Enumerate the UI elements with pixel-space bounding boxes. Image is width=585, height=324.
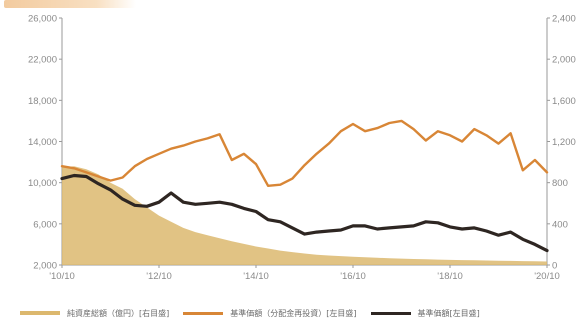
legend-item-nav: 基準価額[左目盛] <box>370 308 480 319</box>
legend-label-nav: 基準価額[左目盛] <box>417 308 480 318</box>
header-ribbon <box>4 0 136 8</box>
x-tick-label: '10/10 <box>49 271 75 282</box>
y-right-tick-label: 1,600 <box>552 96 576 107</box>
legend-swatch-nav-reinvested <box>183 311 224 315</box>
legend-label-nav-reinvested: 基準価額（分配金再投資）[左目盛] <box>230 308 357 318</box>
series-area-net-assets <box>62 166 547 265</box>
legend-item-net-assets: 純資産総額（億円）[右目盛] <box>20 308 169 319</box>
legend-swatch-net-assets <box>20 311 60 315</box>
x-tick-label: '20/10 <box>534 271 560 282</box>
legend: 純資産総額（億円）[右目盛] 基準価額（分配金再投資）[左目盛] 基準価額[左目… <box>20 305 585 321</box>
y-left-tick-label: 18,000 <box>28 96 57 107</box>
x-tick-label: '18/10 <box>437 271 463 282</box>
legend-item-nav-reinvested: 基準価額（分配金再投資）[左目盛] <box>183 308 357 319</box>
series-line-nav-reinvested <box>60 119 549 187</box>
legend-swatch-nav <box>370 311 411 315</box>
y-left-tick-label: 6,000 <box>33 219 57 230</box>
y-right-tick-label: 0 <box>552 261 557 272</box>
x-tick-label: '16/10 <box>340 271 366 282</box>
y-right-tick-label: 2,000 <box>552 55 576 66</box>
y-left-tick-label: 14,000 <box>28 137 57 148</box>
x-tick-label: '12/10 <box>146 271 172 282</box>
y-right-tick-label: 2,400 <box>552 14 576 25</box>
y-right-tick-label: 800 <box>552 178 568 189</box>
y-right-tick-label: 400 <box>552 219 568 230</box>
y-right-tick-label: 1,200 <box>552 137 576 148</box>
y-left-tick-label: 22,000 <box>28 55 57 66</box>
y-left-tick-label: 10,000 <box>28 178 57 189</box>
legend-label-net-assets: 純資産総額（億円）[右目盛] <box>67 308 170 318</box>
y-left-tick-label: 26,000 <box>28 14 57 25</box>
x-tick-label: '14/10 <box>243 271 269 282</box>
y-left-tick-label: 2,000 <box>33 261 57 272</box>
